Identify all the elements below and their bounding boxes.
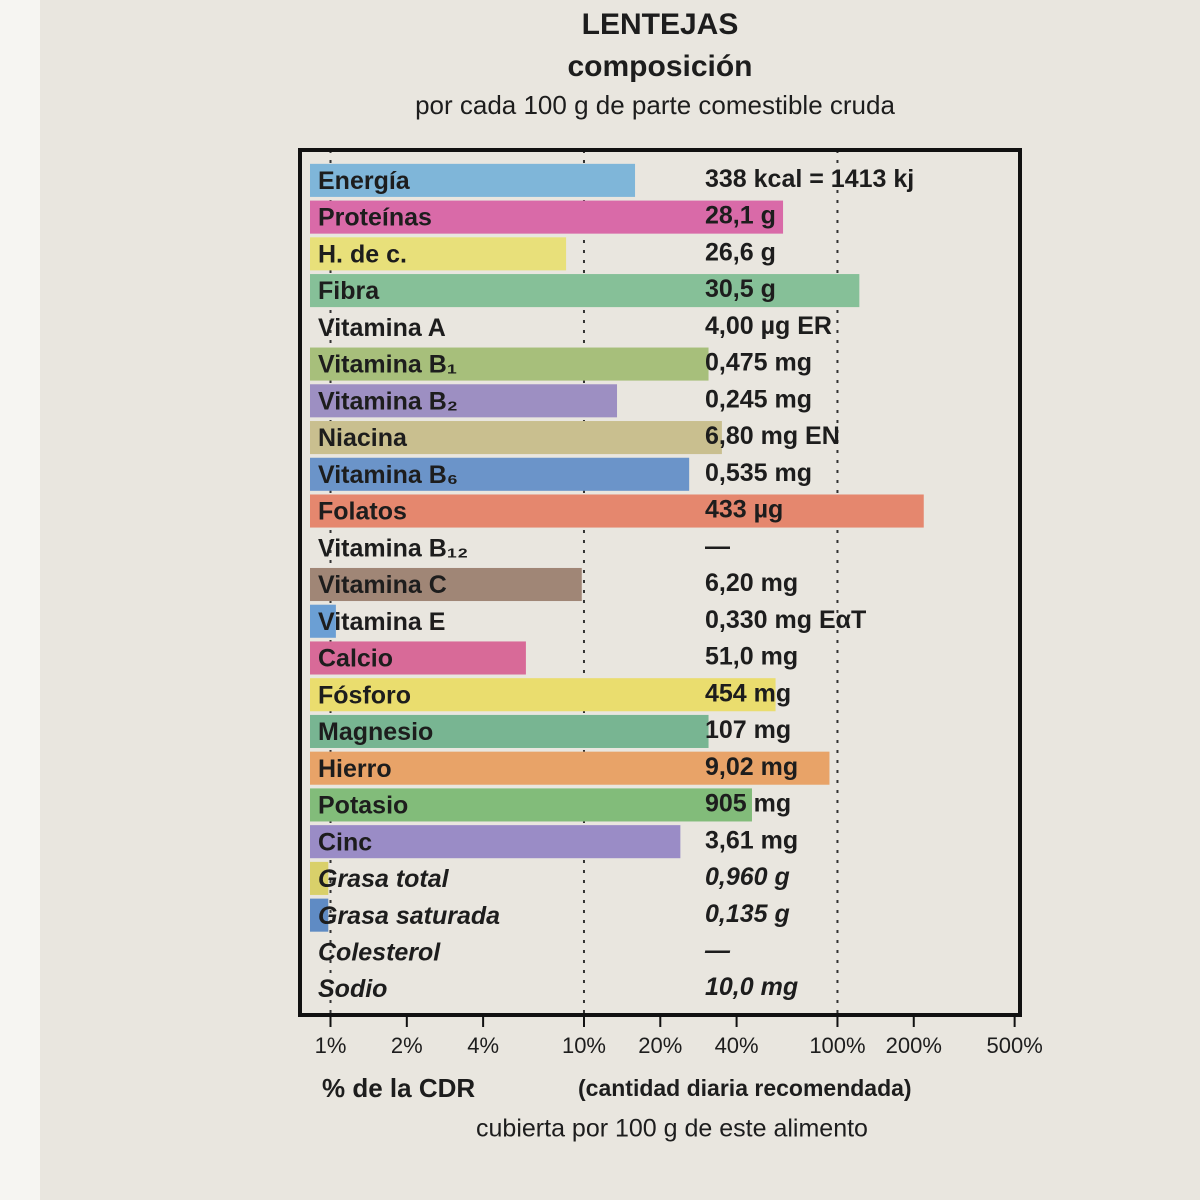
amount-label: 454 mg	[705, 679, 791, 707]
x-axis-note: (cantidad diaria recomendada)	[578, 1075, 912, 1101]
category-label: Sodio	[318, 975, 387, 1003]
amount-label: —	[704, 937, 731, 965]
bar	[310, 347, 709, 381]
category-label: Vitamina B₁	[318, 351, 457, 379]
category-label: Potasio	[318, 792, 408, 820]
x-axis-sub: cubierta por 100 g de este alimento	[476, 1115, 868, 1143]
x-tick-label: 4%	[467, 1033, 499, 1058]
bar	[310, 494, 924, 528]
bar	[310, 714, 709, 748]
category-label: Magnesio	[318, 718, 433, 746]
x-tick-label: 20%	[638, 1033, 682, 1058]
x-tick-label: 200%	[886, 1033, 942, 1058]
category-label: Vitamina B₂	[318, 387, 458, 415]
bar	[310, 604, 336, 638]
amount-label: 0,535 mg	[705, 459, 812, 487]
category-label: Colesterol	[318, 939, 441, 967]
category-label: Grasa total	[318, 865, 450, 893]
amount-label: 0,135 g	[705, 900, 790, 928]
amount-label: 905 mg	[705, 790, 791, 818]
amount-label: 6,20 mg	[705, 569, 798, 597]
x-tick-label: 500%	[986, 1033, 1042, 1058]
category-label: Vitamina B₁₂	[318, 534, 468, 562]
category-label: Hierro	[318, 755, 392, 783]
bar	[310, 825, 681, 859]
amount-label: 9,02 mg	[705, 753, 798, 781]
amount-label: 30,5 g	[705, 275, 776, 303]
chart-title: LENTEJAS	[582, 8, 739, 41]
category-label: Folatos	[318, 498, 407, 526]
category-label: Vitamina A	[318, 314, 446, 342]
x-tick-label: 2%	[391, 1033, 423, 1058]
amount-label: 6,80 mg EN	[705, 422, 840, 450]
category-label: Vitamina B₆	[318, 461, 458, 489]
bar	[310, 678, 776, 712]
bar	[310, 237, 567, 271]
bar	[310, 421, 722, 455]
x-tick-label: 40%	[715, 1033, 759, 1058]
x-tick-label: 100%	[809, 1033, 865, 1058]
amount-label: 433 µg	[705, 496, 783, 524]
bar	[310, 163, 636, 197]
amount-label: 0,330 mg EαT	[705, 606, 866, 634]
amount-label: 28,1 g	[705, 202, 776, 230]
category-label: Grasa saturada	[318, 902, 500, 930]
x-tick-label: 1%	[315, 1033, 347, 1058]
bar	[310, 567, 582, 602]
category-label: Fibra	[318, 277, 380, 305]
bar	[310, 384, 618, 418]
amount-label: 4,00 µg ER	[705, 312, 832, 340]
amount-label: 51,0 mg	[705, 643, 798, 671]
category-label: Cinc	[318, 828, 372, 856]
amount-label: 107 mg	[705, 716, 791, 744]
bar	[310, 751, 830, 785]
bar	[310, 641, 526, 675]
bar	[310, 274, 860, 308]
amount-label: —	[705, 532, 730, 560]
category-label: Energía	[318, 167, 411, 195]
category-label: Proteínas	[318, 204, 432, 232]
bar	[310, 788, 752, 822]
x-axis-label: % de la CDR	[322, 1073, 475, 1103]
bar	[310, 898, 329, 932]
amount-label: 3,61 mg	[705, 826, 798, 854]
category-label: Vitamina C	[318, 571, 447, 599]
category-label: Niacina	[318, 424, 408, 452]
bar	[310, 861, 329, 895]
bar	[310, 457, 690, 491]
amount-label: 0,475 mg	[705, 349, 812, 377]
bar	[310, 200, 784, 234]
amount-label: 0,960 g	[705, 863, 790, 891]
x-tick-label: 10%	[562, 1033, 606, 1058]
chart-subtitle: composición	[567, 50, 752, 83]
category-label: Vitamina E	[318, 608, 445, 636]
amount-label: 0,245 mg	[705, 385, 812, 413]
amount-label: 10,0 mg	[705, 973, 798, 1001]
page-edge	[0, 0, 40, 1200]
chart-note: por cada 100 g de parte comestible cruda	[415, 90, 895, 120]
category-label: Fósforo	[318, 681, 411, 709]
amount-label: 26,6 g	[705, 238, 776, 266]
amount-label: 338 kcal = 1413 kj	[705, 165, 914, 193]
category-label: Calcio	[318, 645, 393, 673]
category-label: H. de c.	[318, 240, 407, 268]
